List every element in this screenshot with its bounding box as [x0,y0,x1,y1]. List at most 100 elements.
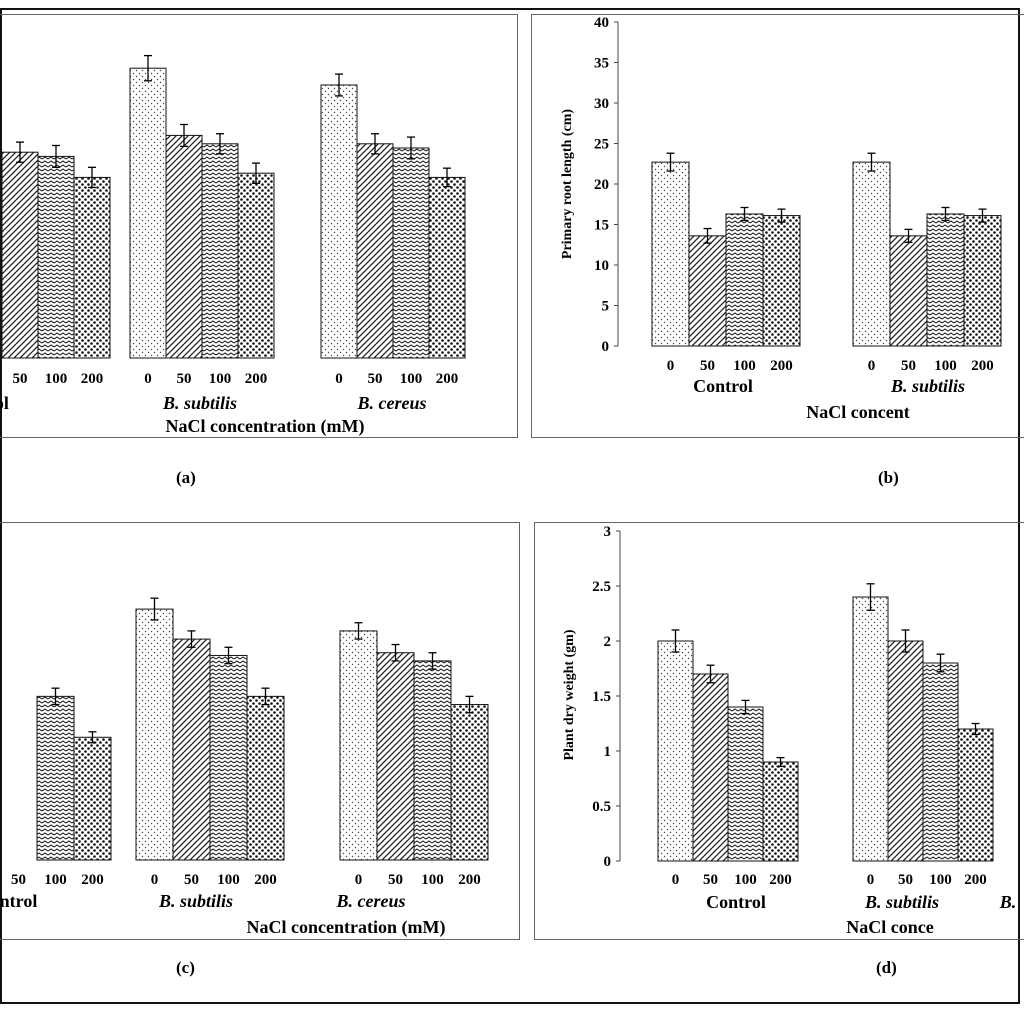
y-tick-label: 1 [604,744,612,760]
group-label: B. subtilis [864,892,939,912]
panel-d-chart: 0 0.5 1 1.5 2 2.5 3 Plant dry weight (gm) 0 50 100… [562,524,1016,937]
x-tick-label: 50 [177,371,192,387]
x-tick-label: 100 [734,872,757,888]
x-tick-label: 0 [672,872,680,888]
x-tick-label: 0 [867,872,875,888]
group-label: B. cereus [336,891,406,911]
y-tick-label: 5 [602,299,610,315]
bar [1,151,39,359]
panel-d-border [534,522,1024,940]
y-tick-label: 0.5 [592,799,611,815]
bar [37,155,75,359]
y-tick-label: 2 [604,634,612,650]
panel-a-label: (a) [176,468,196,487]
bar [73,736,112,861]
x-tick-label: 50 [388,872,403,888]
x-tick-label: 200 [769,872,792,888]
group-label: B. subtilis [890,376,965,396]
x-tick-label: 200 [971,358,994,374]
x-tick-label: 200 [458,872,481,888]
x-tick-label: 200 [770,358,793,374]
y-tick-label: 0 [602,339,610,355]
bar [428,176,466,359]
panel-b-label: (b) [878,468,899,487]
y-tick-label: 2.5 [592,579,611,595]
panel-a-border [0,14,518,438]
group-label: B. subtilis [158,891,233,911]
bar [963,215,1002,347]
bar [922,662,959,862]
x-tick-label: 200 [964,872,987,888]
x-tick-label: 50 [703,872,718,888]
x-tick-label: 50 [11,872,26,888]
x-tick-label: 50 [700,358,715,374]
x-tick-label: 0 [868,358,876,374]
y-tick-label: 1.5 [592,689,611,705]
x-tick-label: 0 [335,371,343,387]
x-tick-label: 100 [934,358,957,374]
y-tick-label: 15 [594,218,609,234]
bar [201,143,239,359]
y-tick-label: 25 [594,137,609,153]
panel-b-border [531,14,1024,438]
x-axis-label: NaCl concentration (mM) [247,917,446,938]
x-tick-label: 200 [81,872,104,888]
bar [376,652,415,861]
bar [692,673,729,862]
panel-a-chart: 50 100 200 0 50 100 200 0 50 100 200 ntrol B. subtil… [0,54,466,437]
panel-b-chart: 0 5 10 15 20 25 30 35 40 Primary root length (cm)… [560,15,1002,422]
x-tick-label: 100 [45,371,68,387]
bar [887,640,924,862]
y-tick-label: 35 [594,56,609,72]
x-tick-label: 0 [151,872,159,888]
bar [657,640,694,862]
x-tick-label: 100 [929,872,952,888]
bar [889,235,928,347]
x-tick-label: 100 [421,872,444,888]
y-tick-label: 0 [604,854,612,870]
x-tick-label: 50 [13,371,28,387]
group-label: ontrol [0,891,37,911]
group-label: Control [706,892,766,912]
x-tick-label: 200 [245,371,268,387]
y-axis-label: Plant dry weight (gm) [562,629,577,760]
bar [135,608,174,861]
bar [392,147,430,359]
x-tick-label: 200 [436,371,459,387]
bar [165,134,203,359]
bar [762,761,799,862]
x-tick-label: 200 [81,371,104,387]
group-label: B. [999,892,1017,912]
x-tick-label: 50 [368,371,383,387]
bar [651,161,690,347]
panel-c-border [0,522,520,940]
bar [339,630,378,861]
y-tick-label: 40 [594,15,609,31]
x-tick-label: 50 [898,872,913,888]
x-tick-label: 100 [217,872,240,888]
y-axis-label: Primary root length (cm) [560,109,575,260]
x-tick-label: 100 [733,358,756,374]
bar [957,728,994,862]
figure-frame [0,8,1020,1004]
x-axis-label: NaCl conce [846,917,933,937]
y-tick-label: 30 [594,96,609,112]
x-tick-label: 50 [184,872,199,888]
group-label: B. cereus [357,393,427,413]
x-tick-label: 100 [400,371,423,387]
bar [36,695,75,861]
bar [209,654,248,861]
bar [129,67,167,359]
x-tick-label: 100 [44,872,67,888]
x-tick-label: 0 [144,371,152,387]
x-tick-label: 0 [667,358,675,374]
bar [852,596,889,862]
bar [73,176,111,359]
bar [413,660,452,861]
group-label: B. subtilis [162,393,237,413]
x-axis-label: NaCl concentration (mM) [166,416,365,437]
panel-d-label: (d) [876,958,897,977]
bar [688,235,727,347]
bar [237,172,275,359]
